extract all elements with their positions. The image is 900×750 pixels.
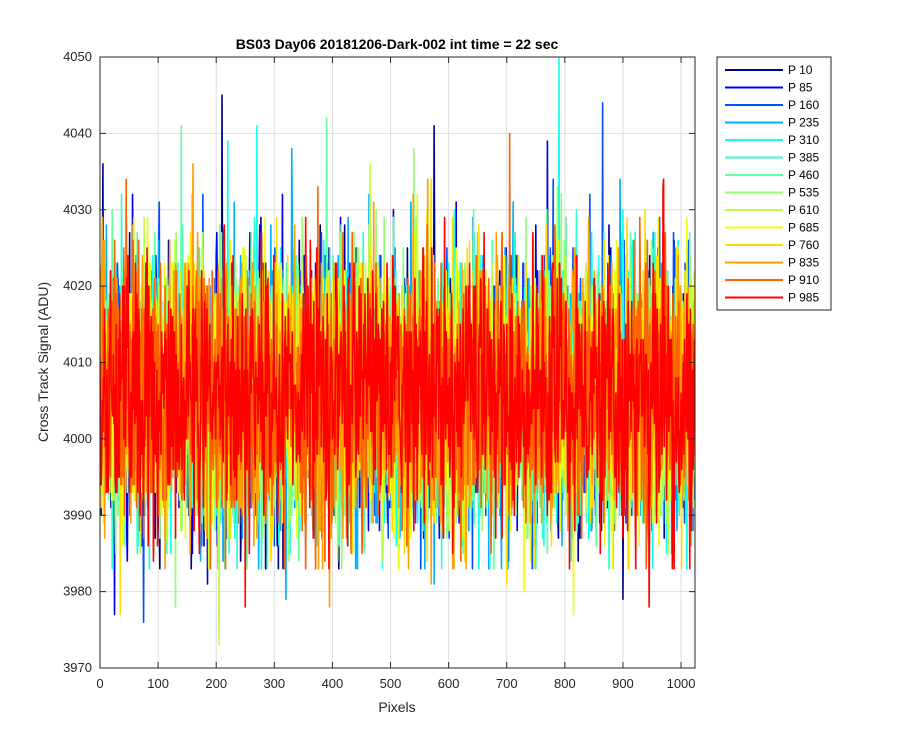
x-tick-label: 800 <box>554 676 576 691</box>
x-tick-label: 400 <box>322 676 344 691</box>
legend-label: P 460 <box>788 168 819 182</box>
legend-label: P 235 <box>788 116 819 130</box>
y-tick-label: 3970 <box>63 660 92 675</box>
legend-label: P 760 <box>788 238 819 252</box>
legend-label: P 685 <box>788 221 819 235</box>
x-tick-label: 0 <box>96 676 103 691</box>
series-line-p-985 <box>100 178 695 608</box>
y-tick-label: 4020 <box>63 278 92 293</box>
y-tick-label: 4010 <box>63 355 92 370</box>
x-tick-label: 700 <box>496 676 518 691</box>
legend-label: P 835 <box>788 256 819 270</box>
x-tick-label: 500 <box>380 676 402 691</box>
series-layer <box>100 57 695 646</box>
y-tick-label: 4040 <box>63 125 92 140</box>
x-tick-label: 600 <box>438 676 460 691</box>
legend-label: P 985 <box>788 291 819 305</box>
x-tick-label: 900 <box>612 676 634 691</box>
legend-label: P 85 <box>788 81 813 95</box>
axis-tick-labels: 0 100 200 300 400 500 600 700 800 900 1000 3970 3980… <box>63 49 695 691</box>
x-tick-label: 100 <box>147 676 169 691</box>
legend-label: P 160 <box>788 98 819 112</box>
legend-label: P 310 <box>788 133 819 147</box>
legend-box <box>716 56 832 311</box>
y-tick-label: 3980 <box>63 584 92 599</box>
x-axis-label: Pixels <box>378 699 415 715</box>
x-tick-label: 1000 <box>667 676 696 691</box>
y-tick-label: 4030 <box>63 202 92 217</box>
x-tick-label: 300 <box>263 676 285 691</box>
y-axis-label: Cross Track Signal (ADU) <box>35 282 51 442</box>
y-tick-label: 3990 <box>63 507 92 522</box>
legend-label: P 535 <box>788 186 819 200</box>
series-line-p-910 <box>100 132 695 570</box>
axis-ticks <box>99 56 695 669</box>
x-tick-label: 200 <box>205 676 227 691</box>
legend-label: P 10 <box>788 63 813 77</box>
legend-label: P 385 <box>788 151 819 165</box>
legend: P 10 P 85 P 160 P 235 P 310 P 385 P 460 P 535 P … <box>716 56 832 311</box>
y-tick-label: 4000 <box>63 431 92 446</box>
y-tick-label: 4050 <box>63 49 92 64</box>
legend-label: P 610 <box>788 203 819 217</box>
legend-label: P 910 <box>788 273 819 287</box>
chart-title: BS03 Day06 20181206-Dark-002 int time = … <box>236 36 559 52</box>
